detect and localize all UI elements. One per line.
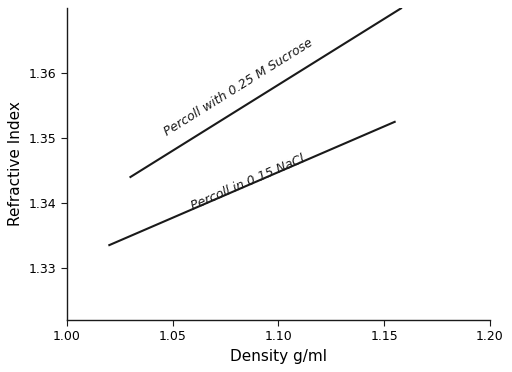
Y-axis label: Refractive Index: Refractive Index xyxy=(8,102,24,227)
Text: Percoll with 0.25 M Sucrose: Percoll with 0.25 M Sucrose xyxy=(162,36,315,138)
X-axis label: Density g/ml: Density g/ml xyxy=(230,349,327,364)
Text: Percoll in 0.15 NaCl: Percoll in 0.15 NaCl xyxy=(189,152,306,213)
